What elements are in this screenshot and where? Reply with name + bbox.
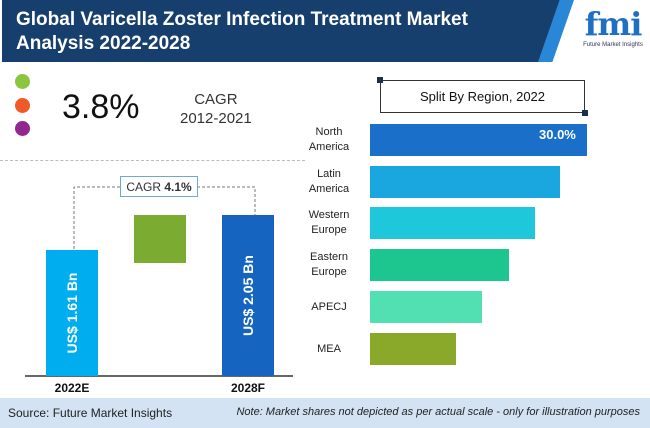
region-label-line: Latin [317, 168, 341, 180]
cagr-annotation-value: 4.1% [164, 179, 192, 194]
region-label-line: MEA [317, 342, 341, 355]
region-bar [370, 207, 535, 239]
logo-text: fmi [584, 5, 643, 43]
region-label-line: Europe [311, 266, 347, 278]
green-dot-icon [15, 74, 30, 89]
region-bar [370, 291, 483, 323]
region-label-line: America [308, 141, 350, 153]
region-label: Latin America [294, 167, 364, 197]
footer [0, 398, 650, 428]
purple-dot-icon [15, 121, 30, 136]
cagr-value: 3.8% [62, 88, 140, 126]
orange-dot-icon [15, 98, 30, 113]
region-title-text: Split By Region, 2022 [419, 89, 546, 104]
region-label-line: North [315, 126, 343, 138]
bar-value-label: US$ 2.05 Bn [240, 255, 256, 336]
region-bar [370, 166, 561, 198]
corner-marker [582, 110, 588, 116]
page-title: Global Varicella Zoster Infection Treatm… [16, 9, 468, 54]
x-tick-label: 2022E [54, 381, 90, 395]
note-text: Note: Market shares not depicted as per … [236, 406, 640, 418]
region-label: North America [294, 125, 364, 155]
cagr-annotation: CAGR 4.1% [120, 176, 198, 197]
region-label-line: APECJ [311, 300, 347, 313]
logo-tagline: Future Market Insights [583, 42, 643, 48]
divider [0, 160, 305, 161]
header: Global Varicella Zoster Infection Treatm… [0, 0, 650, 64]
bar-value-label: US$ 1.61 Bn [64, 272, 80, 354]
bar-2022E: US$ 1.61 Bn [46, 249, 98, 376]
source-text: Source: Future Market Insights [8, 406, 173, 420]
fmi-logo: fmi Future Market Insights [578, 6, 648, 58]
bar-2028F: US$ 2.05 Bn [222, 215, 274, 376]
region-label-line: America [308, 183, 350, 195]
region-bar [370, 124, 587, 156]
region-label: Eastern Europe [294, 250, 364, 280]
region-label: MEA [294, 342, 364, 357]
region-label: APECJ [294, 300, 364, 315]
region-value-label: 30.0% [539, 127, 576, 142]
region-chart-title: Split By Region, 2022 [380, 80, 585, 113]
region-bar [370, 333, 457, 365]
corner-marker [377, 77, 383, 83]
cagr-caption: CAGR 2012-2021 [180, 90, 252, 128]
region-label: Western Europe [294, 208, 364, 238]
cagr-label: CAGR [194, 91, 238, 108]
x-tick-label: 2028F [230, 381, 266, 395]
region-bar [370, 249, 509, 281]
region-label-line: Europe [311, 224, 347, 236]
region-label-line: Western [308, 209, 350, 221]
cagr-annotation-label: CAGR [126, 179, 161, 194]
region-label-line: Eastern [310, 251, 348, 263]
cagr-period: 2012-2021 [180, 110, 252, 127]
header-banner [2, 0, 562, 62]
growth-block [134, 215, 186, 263]
